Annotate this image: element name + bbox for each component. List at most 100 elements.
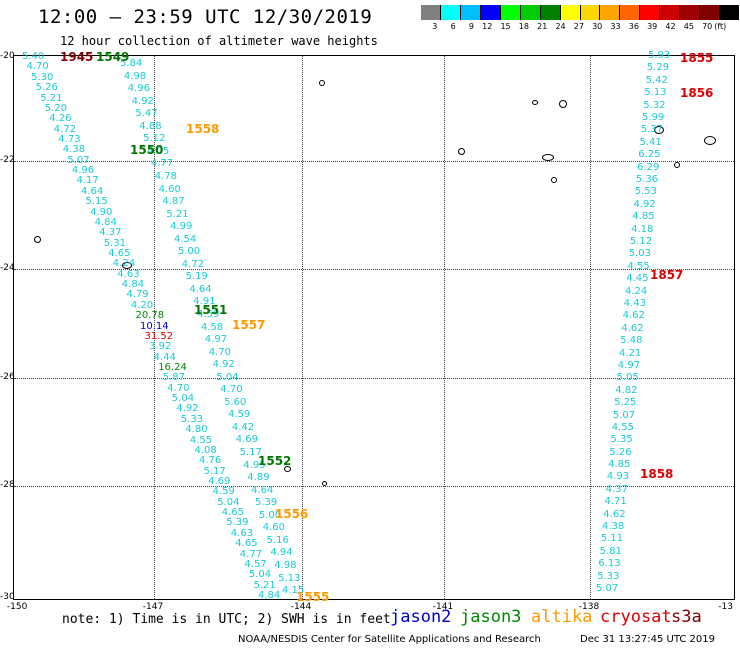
island-outline — [284, 466, 291, 472]
wave-height-value: 4.43 — [623, 297, 647, 309]
pass-time-label: 1551 — [194, 303, 228, 317]
color-scale-legend: 3 6 9 12 15 18 21 24 27 30 33 36 39 42 45 70 (ft) — [421, 5, 739, 37]
longitude-tick-label: -138 — [578, 602, 600, 612]
wave-height-value: 4.65 — [108, 247, 131, 259]
wave-height-value: 4.72 — [53, 123, 77, 135]
wave-height-value: 4.54 — [174, 233, 197, 245]
island-outline — [654, 126, 664, 134]
wave-height-value: 4.92 — [633, 198, 656, 210]
wave-height-value: 5.26 — [609, 446, 632, 458]
wave-height-value: 5.05 — [616, 372, 639, 384]
wave-height-value: 5.00 — [177, 246, 201, 258]
wave-height-value: 3.92 — [149, 341, 172, 353]
wave-height-value: 4.20 — [130, 299, 154, 311]
wave-height-value: 4.21 — [619, 347, 642, 359]
pass-time-label: 1552 — [258, 454, 292, 468]
wave-height-value: 4.65 — [235, 538, 258, 550]
map-frame — [13, 55, 735, 600]
latitude-tick-label: -30 — [0, 592, 15, 602]
wave-height-value: 4.82 — [615, 384, 638, 396]
wave-height-value: 6.25 — [638, 149, 661, 161]
wave-height-value: 5.04 — [248, 569, 272, 581]
wave-height-value: 4.71 — [604, 496, 627, 508]
wave-height-value: 4.89 — [247, 472, 270, 484]
wave-height-value: 4.64 — [189, 283, 212, 295]
wave-height-value: 4.70 — [167, 382, 190, 394]
island-outline — [704, 136, 716, 145]
wave-height-value: 4.92 — [131, 95, 154, 107]
grid-line-lon — [444, 56, 445, 599]
pass-time-label: 1558 — [186, 122, 220, 136]
chart-title: 12:00 — 23:59 UTC 12/30/2019 — [38, 6, 373, 28]
wave-height-value: 5.17 — [203, 465, 226, 477]
legend-label: 45 — [683, 22, 694, 31]
wave-height-value: 5.53 — [634, 186, 657, 198]
wave-height-value: 31.52 — [144, 330, 174, 342]
wave-height-value: 4.94 — [270, 547, 293, 559]
wave-height-value: 5.36 — [635, 174, 659, 185]
legend-label: 12 — [482, 22, 493, 31]
wave-height-value: 4.62 — [603, 508, 626, 520]
island-outline — [122, 262, 132, 269]
wave-height-value: 4.37 — [605, 483, 628, 495]
legend-swatch — [619, 5, 640, 20]
wave-height-value: 4.69 — [235, 434, 258, 446]
legend-label: 42 — [665, 22, 676, 31]
wave-height-value: 5.40 — [22, 51, 45, 62]
wave-height-value: 4.69 — [208, 476, 231, 487]
legend-swatch — [559, 5, 580, 20]
satellite-name: jason2 — [390, 607, 452, 627]
island-outline — [322, 481, 327, 486]
grid-line-lon — [302, 56, 303, 599]
wave-height-value: 4.37 — [99, 227, 122, 239]
wave-height-value: 4.73 — [58, 133, 81, 145]
wave-height-value: 4.15 — [282, 585, 305, 596]
wave-height-value: 4.59 — [197, 309, 220, 320]
wave-height-value: 4.77 — [150, 158, 174, 170]
wave-height-value: 5.35 — [610, 434, 633, 446]
wave-height-value: 4.80 — [185, 424, 208, 436]
wave-height-value: 5.07 — [612, 409, 636, 421]
color-scale-labels: 3 6 9 12 15 18 21 24 27 30 33 36 39 42 45 70 (ft) — [421, 22, 739, 31]
wave-height-value: 5.47 — [135, 108, 158, 120]
wave-height-value: 20.78 — [135, 310, 165, 322]
wave-height-value: 4.24 — [112, 258, 136, 270]
wave-height-value: 5.12 — [629, 235, 653, 247]
wave-height-value: 4.60 — [158, 183, 181, 195]
grid-line-lat — [14, 161, 734, 162]
legend-swatch — [659, 5, 680, 20]
wave-height-value: 5.48 — [620, 335, 643, 347]
legend-label: 15 — [500, 22, 511, 31]
wave-height-value: 5.30 — [31, 71, 54, 83]
legend-swatch — [519, 5, 540, 20]
wave-height-value: 5.37 — [640, 124, 663, 136]
wave-height-value: 4.26 — [49, 113, 72, 125]
legend-swatch — [699, 5, 720, 20]
wave-height-value: 4.18 — [631, 223, 654, 235]
wave-height-value: 6.13 — [598, 558, 621, 570]
legend-label: 3 — [432, 22, 438, 31]
wave-height-value: 5.21 — [253, 579, 276, 591]
wave-height-value: 5.07 — [67, 154, 90, 166]
wave-height-value: 5.04 — [216, 371, 239, 383]
wave-height-value: 4.79 — [126, 289, 149, 301]
color-scale-bar — [421, 5, 739, 20]
units-note: note: 1) Time is in UTC; 2) SWH is in fe… — [62, 612, 391, 627]
wave-height-value: 4.85 — [608, 459, 631, 470]
wave-height-value: 4.63 — [117, 268, 140, 280]
wave-height-value: 5.15 — [85, 196, 108, 208]
wave-height-value: 4.45 — [626, 273, 649, 285]
legend-swatch — [579, 5, 600, 20]
wave-height-value: 4.64 — [251, 484, 274, 496]
chart-subtitle: 12 hour collection of altimeter wave hei… — [60, 34, 378, 48]
grid-line-lat — [14, 378, 734, 379]
legend-swatch — [639, 5, 660, 20]
island-outline — [458, 148, 465, 155]
wave-height-value: 5.21 — [40, 92, 63, 104]
legend-label: 33 — [610, 22, 621, 31]
wave-height-value: 4.55 — [189, 434, 213, 446]
pass-time-label: 1549 — [96, 50, 130, 64]
wave-height-value: 4.96 — [127, 83, 150, 95]
generation-timestamp: Dec 31 13:27:45 UTC 2019 — [580, 634, 715, 645]
wave-height-value: 4.91 — [193, 296, 216, 308]
